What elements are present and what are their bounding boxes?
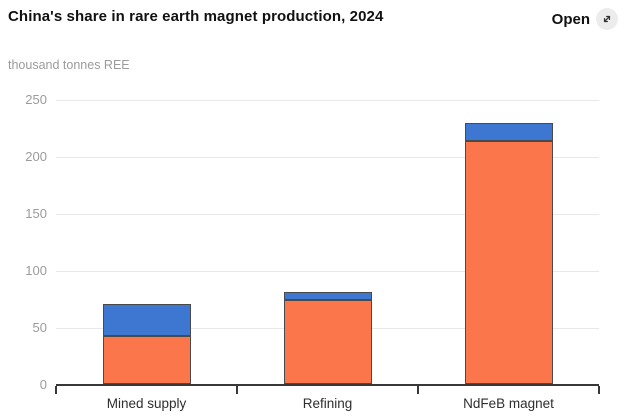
expand-diagonal-icon (596, 8, 618, 30)
bar-segment-blue-top-segment (283, 292, 372, 301)
stacked-bar-chart: 0 50 100 150 200 250 Mined supply Refining NdFeB… (0, 86, 624, 419)
y-tick-label: 150 (25, 206, 47, 222)
category-label: NdFeB magnet (463, 395, 554, 411)
bar-segment-blue-top-segment (102, 303, 191, 336)
axis-tick (598, 385, 600, 394)
bar-segment-blue-top-segment (464, 123, 553, 142)
gridline (56, 100, 599, 102)
x-axis (56, 384, 599, 386)
chart-title: China's share in rare earth magnet produ… (8, 8, 384, 25)
chart-header: China's share in rare earth magnet produ… (0, 0, 624, 30)
open-button[interactable]: Open (552, 8, 618, 30)
gridline (56, 214, 599, 216)
y-tick-label: 200 (25, 149, 47, 165)
category-label: Mined supply (106, 395, 187, 411)
y-tick-label: 250 (25, 92, 47, 108)
y-tick-label: 0 (39, 376, 47, 392)
bar-segment-orange-bottom-segment (464, 141, 553, 385)
gridline (56, 157, 599, 159)
bar-segment-orange-bottom-segment (102, 335, 191, 385)
open-button-label: Open (551, 10, 590, 28)
gridline (56, 270, 599, 272)
category-label: Refining (302, 395, 353, 411)
bar-segment-orange-bottom-segment (283, 300, 372, 385)
y-tick-label: 100 (25, 262, 47, 278)
chart-unit-label: thousand tonnes REE (8, 58, 130, 72)
axis-tick (236, 385, 238, 394)
y-tick-label: 50 (32, 319, 47, 335)
axis-tick (417, 385, 419, 394)
axis-tick (55, 385, 57, 394)
